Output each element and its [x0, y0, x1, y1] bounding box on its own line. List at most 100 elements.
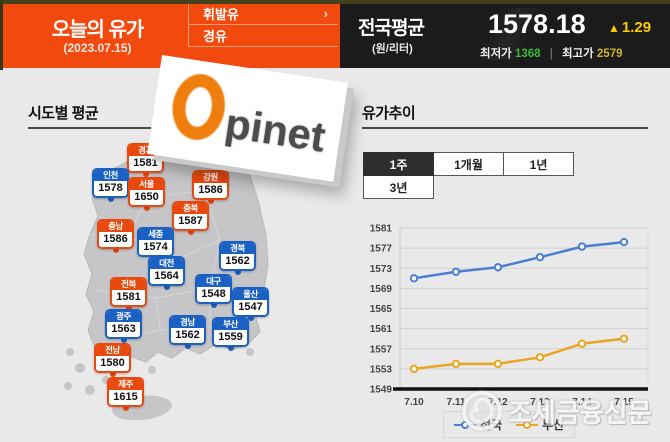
- region-price: 1586: [194, 183, 227, 198]
- legend-label: 부산: [542, 418, 565, 432]
- region-name: 부산: [214, 319, 247, 330]
- region-badge[interactable]: 제주 1615: [107, 377, 144, 407]
- region-pin-dot: [188, 229, 194, 235]
- region-price: 1548: [197, 287, 230, 302]
- svg-text:1581: 1581: [370, 224, 393, 235]
- region-price: 1581: [129, 156, 162, 171]
- region-price: 1587: [174, 214, 207, 229]
- minmax-row: 최저가 1368 | 최고가 2579: [480, 45, 623, 61]
- svg-text:7.13: 7.13: [530, 397, 550, 408]
- trend-period-tabs: 1주 1개월 1년 3년: [363, 152, 583, 199]
- region-name: 전북: [112, 279, 145, 290]
- svg-text:1557: 1557: [370, 344, 393, 355]
- region-badge[interactable]: 광주 1563: [105, 309, 142, 339]
- legend-item: 부산: [516, 416, 564, 433]
- widget-title: 오늘의 유가: [51, 19, 145, 41]
- region-price: 1562: [221, 254, 254, 269]
- region-badge[interactable]: 서울 1650: [128, 177, 165, 207]
- trend-panel-title: 유가추이: [362, 105, 416, 122]
- region-badge[interactable]: 전남 1580: [94, 343, 131, 373]
- islands: [64, 348, 254, 421]
- tab-3year[interactable]: 3년: [363, 175, 434, 199]
- region-pin-dot: [248, 315, 254, 321]
- region-badge[interactable]: 대전 1564: [148, 256, 185, 286]
- header-sheen: [410, 8, 610, 60]
- region-pin-dot: [126, 305, 132, 311]
- region-name: 제주: [109, 379, 142, 390]
- top-edge-strip: [0, 0, 670, 4]
- tab-1year[interactable]: 1년: [503, 152, 574, 176]
- tab-1week[interactable]: 1주: [363, 152, 434, 176]
- region-badge[interactable]: 강원 1586: [192, 170, 229, 200]
- news-logo-icon: [462, 391, 502, 431]
- region-name: 경남: [171, 317, 204, 328]
- svg-text:7.14: 7.14: [572, 397, 592, 408]
- region-price: 1615: [109, 390, 142, 405]
- region-badge[interactable]: 세종 1574: [137, 227, 174, 257]
- region-badge[interactable]: 인천 1578: [92, 168, 129, 198]
- news-watermark: 조세금융신문: [462, 391, 652, 431]
- region-badge[interactable]: 전북 1581: [110, 277, 147, 307]
- region-name: 대구: [197, 276, 230, 287]
- region-badge[interactable]: 충남 1586: [97, 219, 134, 249]
- region-pin-dot: [228, 345, 234, 351]
- region-badge[interactable]: 경남 1562: [169, 315, 206, 345]
- news-watermark-text: 조세금융신문: [508, 397, 652, 428]
- region-name: 인천: [94, 170, 127, 181]
- menu-item-gasoline-label: 휘발유: [203, 7, 239, 22]
- region-pin-dot: [185, 343, 191, 349]
- region-badge[interactable]: 부산 1559: [212, 317, 249, 347]
- region-price: 1580: [96, 356, 129, 371]
- region-price: 1581: [112, 290, 145, 305]
- region-pin-dot: [143, 171, 149, 177]
- region-price: 1574: [139, 240, 172, 255]
- widget-date: (2023.07.15): [63, 41, 132, 55]
- region-pin-dot: [144, 205, 150, 211]
- region-pin-dot: [110, 371, 116, 377]
- svg-text:1553: 1553: [370, 364, 393, 375]
- region-badge[interactable]: 충북 1587: [172, 201, 209, 231]
- region-badge[interactable]: 대구 1548: [195, 274, 232, 304]
- region-pin-dot: [164, 284, 170, 290]
- region-pin-dot: [208, 198, 214, 204]
- region-name: 경북: [221, 243, 254, 254]
- map-panel-title: 시도별 평균: [28, 105, 99, 122]
- region-pin-dot: [235, 269, 241, 275]
- region-name: 충북: [174, 203, 207, 214]
- region-name: 울산: [234, 289, 267, 300]
- low-label: 최저가: [480, 48, 512, 60]
- region-price: 1547: [234, 300, 267, 315]
- region-pin-dot: [211, 302, 217, 308]
- region-name: 강원: [194, 172, 227, 183]
- price-delta-value: 1.29: [621, 19, 652, 36]
- region-badge[interactable]: 울산 1547: [232, 287, 269, 317]
- price-delta: ▲ 1.29: [608, 19, 651, 36]
- region-price: 1559: [214, 330, 247, 345]
- fuel-type-menu: 휘발유 › 경유: [188, 3, 338, 47]
- region-badge[interactable]: 경북 1562: [219, 241, 256, 271]
- unit-label: (원/리터): [372, 43, 413, 55]
- up-triangle-icon: ▲: [608, 21, 620, 35]
- opinet-o-icon: [168, 70, 230, 144]
- region-name: 대전: [150, 258, 183, 269]
- region-name: 충남: [99, 221, 132, 232]
- region-name: 경기: [129, 145, 162, 156]
- menu-item-gasoline[interactable]: 휘발유 ›: [189, 3, 338, 25]
- minmax-divider: |: [549, 48, 553, 60]
- region-name: 서울: [130, 179, 163, 190]
- menu-item-diesel[interactable]: 경유: [189, 25, 338, 47]
- region-price: 1564: [150, 269, 183, 284]
- svg-text:1565: 1565: [370, 304, 393, 315]
- region-pin-dot: [113, 247, 119, 253]
- svg-text:7.10: 7.10: [404, 397, 424, 408]
- region-price: 1578: [94, 181, 127, 196]
- national-average-label: 전국평균: [358, 18, 425, 39]
- tab-1month[interactable]: 1개월: [433, 152, 504, 176]
- national-average-price: 1578.18: [488, 9, 586, 39]
- region-price: 1562: [171, 328, 204, 343]
- region-pin-dot: [121, 337, 127, 343]
- left-edge-strip: [0, 0, 3, 70]
- svg-text:1549: 1549: [370, 385, 393, 396]
- svg-text:7.11: 7.11: [447, 397, 466, 408]
- region-price: 1650: [130, 190, 163, 205]
